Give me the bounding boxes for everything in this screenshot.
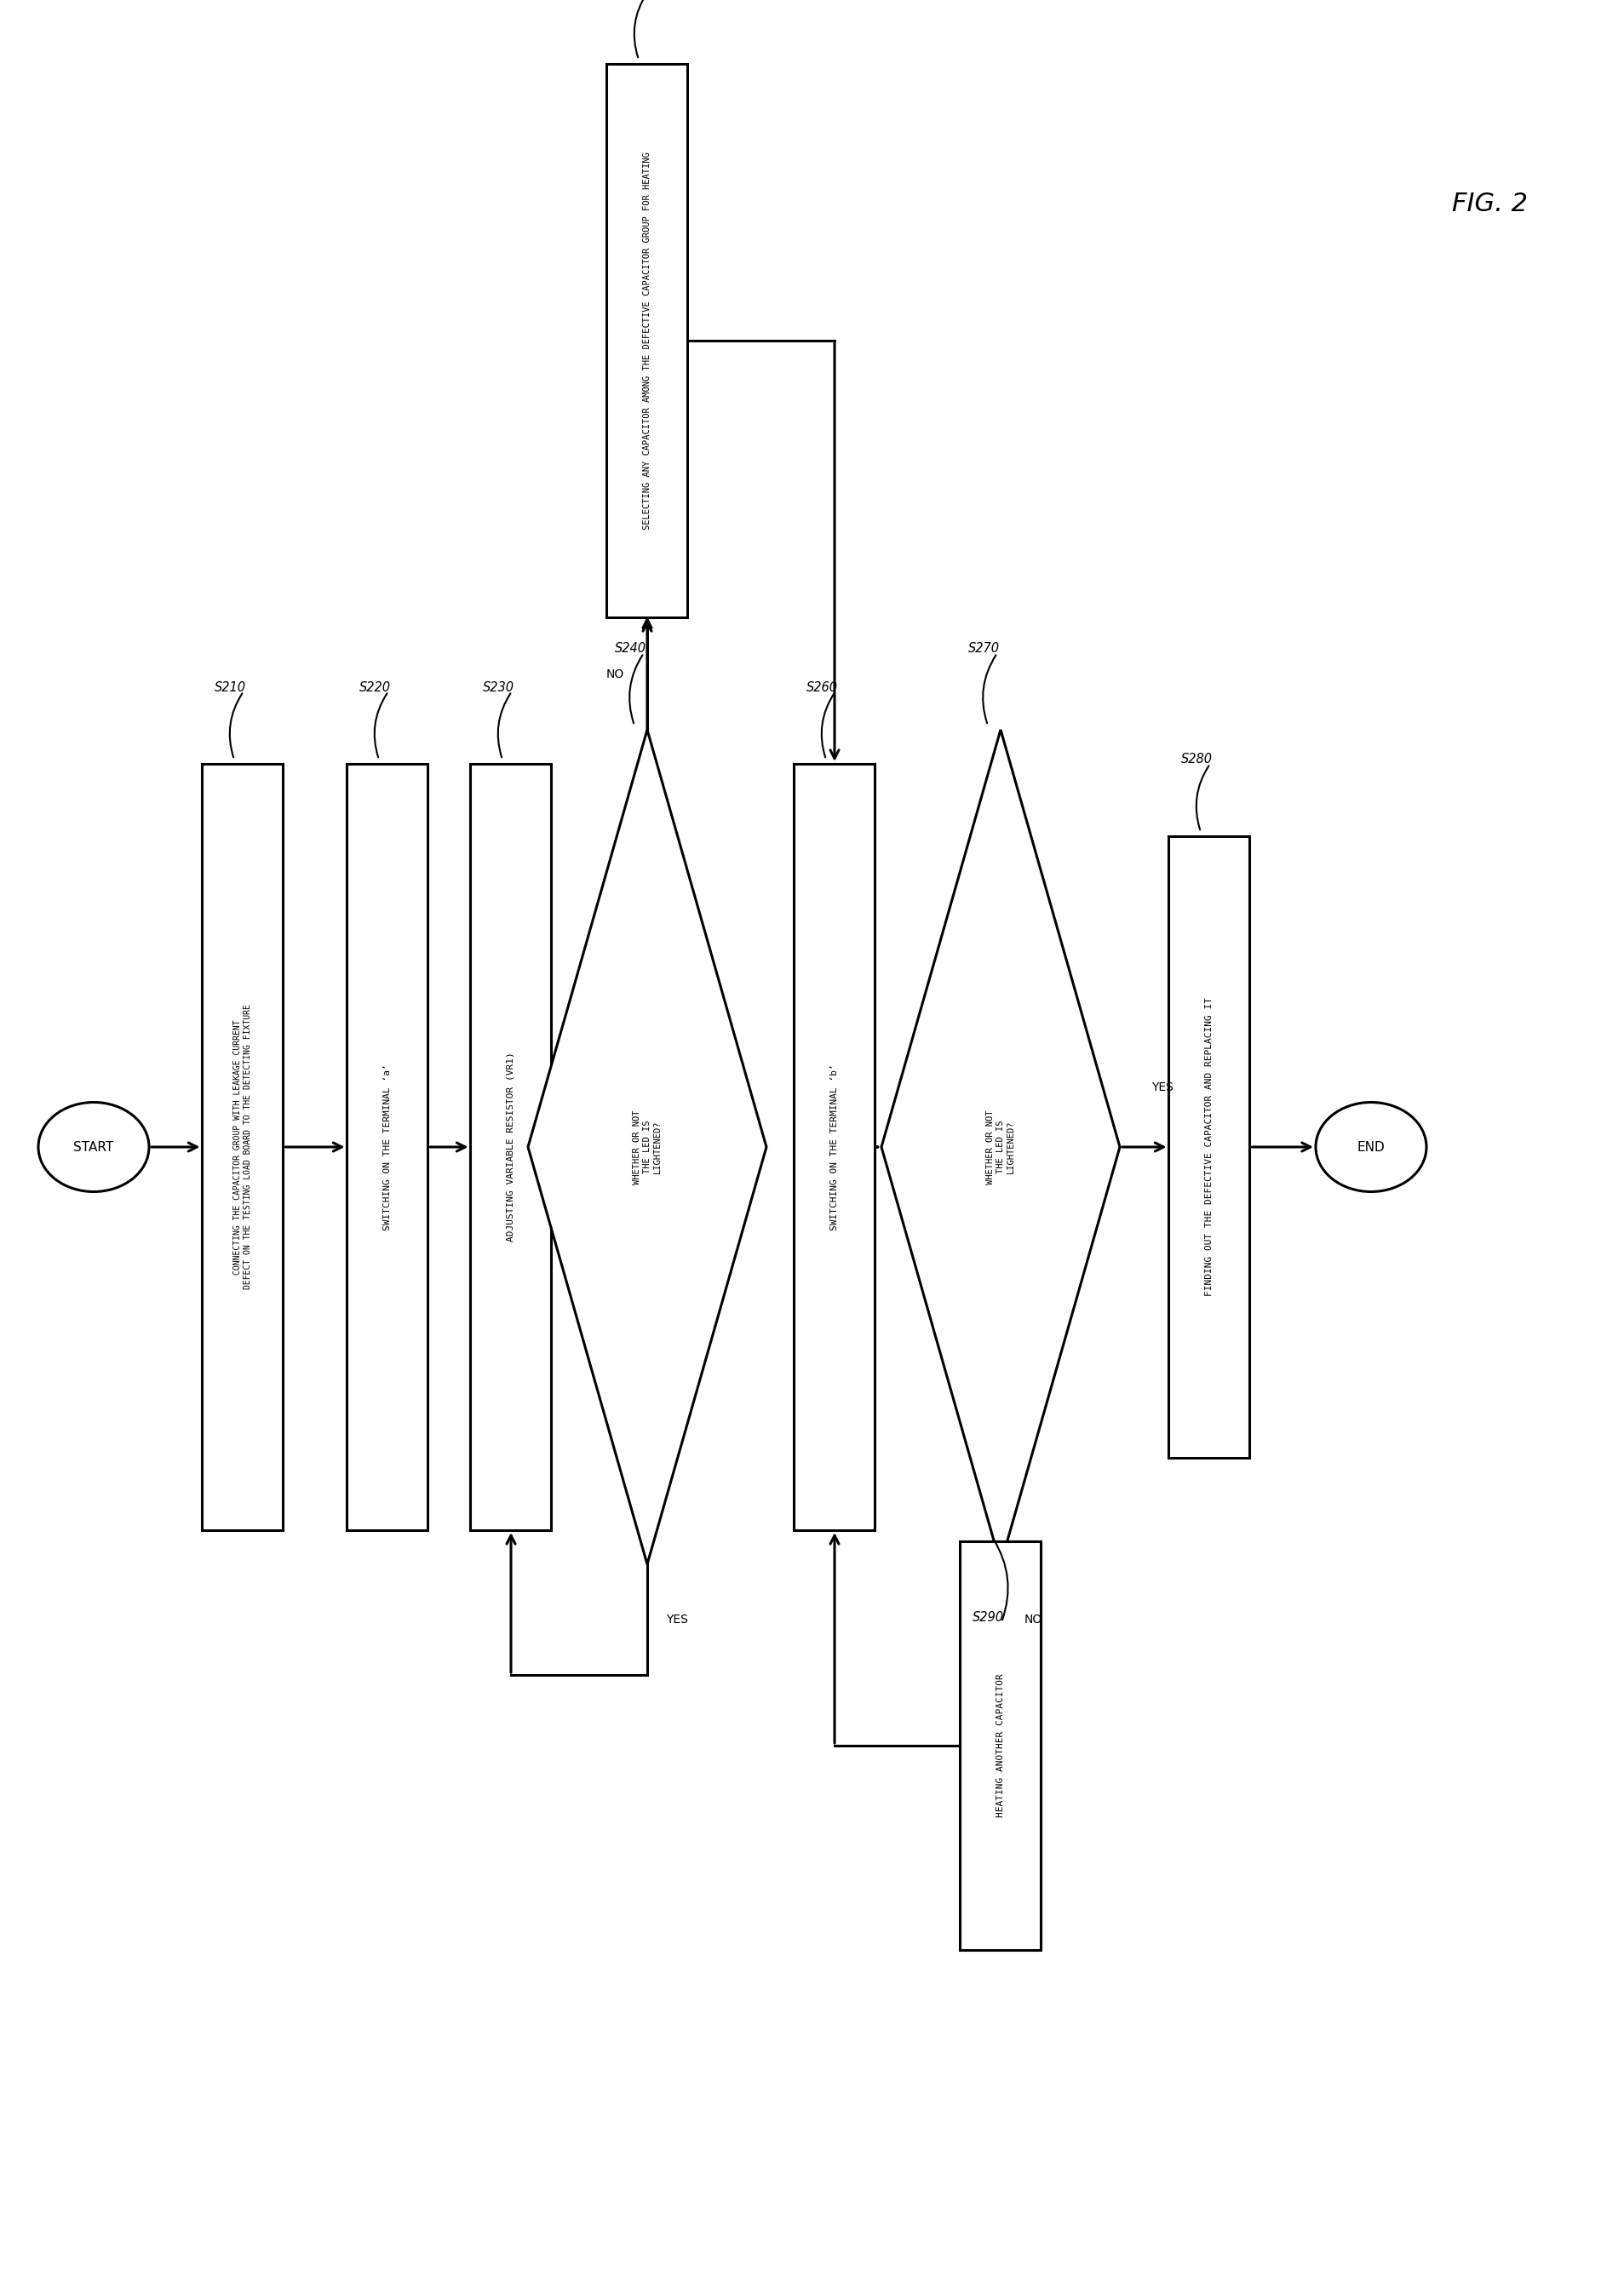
Text: END: END (1356, 1140, 1384, 1154)
FancyBboxPatch shape (960, 1542, 1041, 1950)
Text: S240: S240 (614, 642, 646, 656)
Text: START: START (73, 1140, 114, 1154)
Text: S270: S270 (968, 642, 999, 656)
Text: S210: S210 (214, 681, 245, 693)
FancyBboxPatch shape (471, 764, 551, 1530)
Text: ADJUSTING VARIABLE RESISTOR (VR1): ADJUSTING VARIABLE RESISTOR (VR1) (507, 1053, 515, 1241)
FancyArrowPatch shape (992, 1539, 1007, 1620)
Text: SWITCHING ON THE TERMINAL ‘b’: SWITCHING ON THE TERMINAL ‘b’ (830, 1064, 838, 1230)
FancyArrowPatch shape (229, 693, 242, 757)
FancyArrowPatch shape (497, 693, 510, 757)
FancyBboxPatch shape (794, 764, 875, 1530)
Text: S280: S280 (1181, 752, 1212, 766)
FancyArrowPatch shape (1195, 766, 1208, 830)
FancyArrowPatch shape (822, 693, 833, 757)
FancyArrowPatch shape (374, 693, 387, 757)
Ellipse shape (39, 1103, 149, 1191)
FancyBboxPatch shape (201, 764, 283, 1530)
FancyBboxPatch shape (348, 764, 427, 1530)
Text: WHETHER OR NOT
THE LED IS
LIGHTENED?: WHETHER OR NOT THE LED IS LIGHTENED? (986, 1110, 1015, 1184)
Polygon shape (528, 729, 767, 1565)
Text: S290: S290 (971, 1610, 1004, 1624)
FancyArrowPatch shape (983, 656, 996, 723)
Text: HEATING ANOTHER CAPACITOR: HEATING ANOTHER CAPACITOR (996, 1675, 1004, 1817)
Text: S260: S260 (806, 681, 836, 693)
Text: S220: S220 (359, 681, 390, 693)
FancyBboxPatch shape (606, 64, 687, 617)
Text: SELECTING ANY CAPACITOR AMONG THE DEFECTIVE CAPACITOR GROUP FOR HEATING: SELECTING ANY CAPACITOR AMONG THE DEFECT… (643, 151, 651, 530)
Text: YES: YES (666, 1613, 687, 1626)
Text: S230: S230 (482, 681, 513, 693)
Polygon shape (880, 729, 1119, 1565)
Ellipse shape (1315, 1103, 1426, 1191)
Text: WHETHER OR NOT
THE LED IS
LIGHTENED?: WHETHER OR NOT THE LED IS LIGHTENED? (633, 1110, 661, 1184)
Text: FINDING OUT THE DEFECTIVE CAPACITOR AND REPLACING IT: FINDING OUT THE DEFECTIVE CAPACITOR AND … (1205, 998, 1213, 1296)
Text: NO: NO (1023, 1613, 1041, 1626)
Text: YES: YES (1151, 1080, 1173, 1094)
FancyArrowPatch shape (633, 0, 646, 57)
FancyBboxPatch shape (1168, 837, 1249, 1457)
Text: SWITCHING ON THE TERMINAL ‘a’: SWITCHING ON THE TERMINAL ‘a’ (383, 1064, 391, 1230)
Text: CONNECTING THE CAPACITOR GROUP WITH LEAKAGE CURRENT
DEFECT ON THE TESTING LOAD B: CONNECTING THE CAPACITOR GROUP WITH LEAK… (234, 1005, 252, 1289)
Text: NO: NO (606, 668, 624, 681)
Text: FIG. 2: FIG. 2 (1452, 193, 1528, 216)
FancyArrowPatch shape (628, 656, 641, 723)
